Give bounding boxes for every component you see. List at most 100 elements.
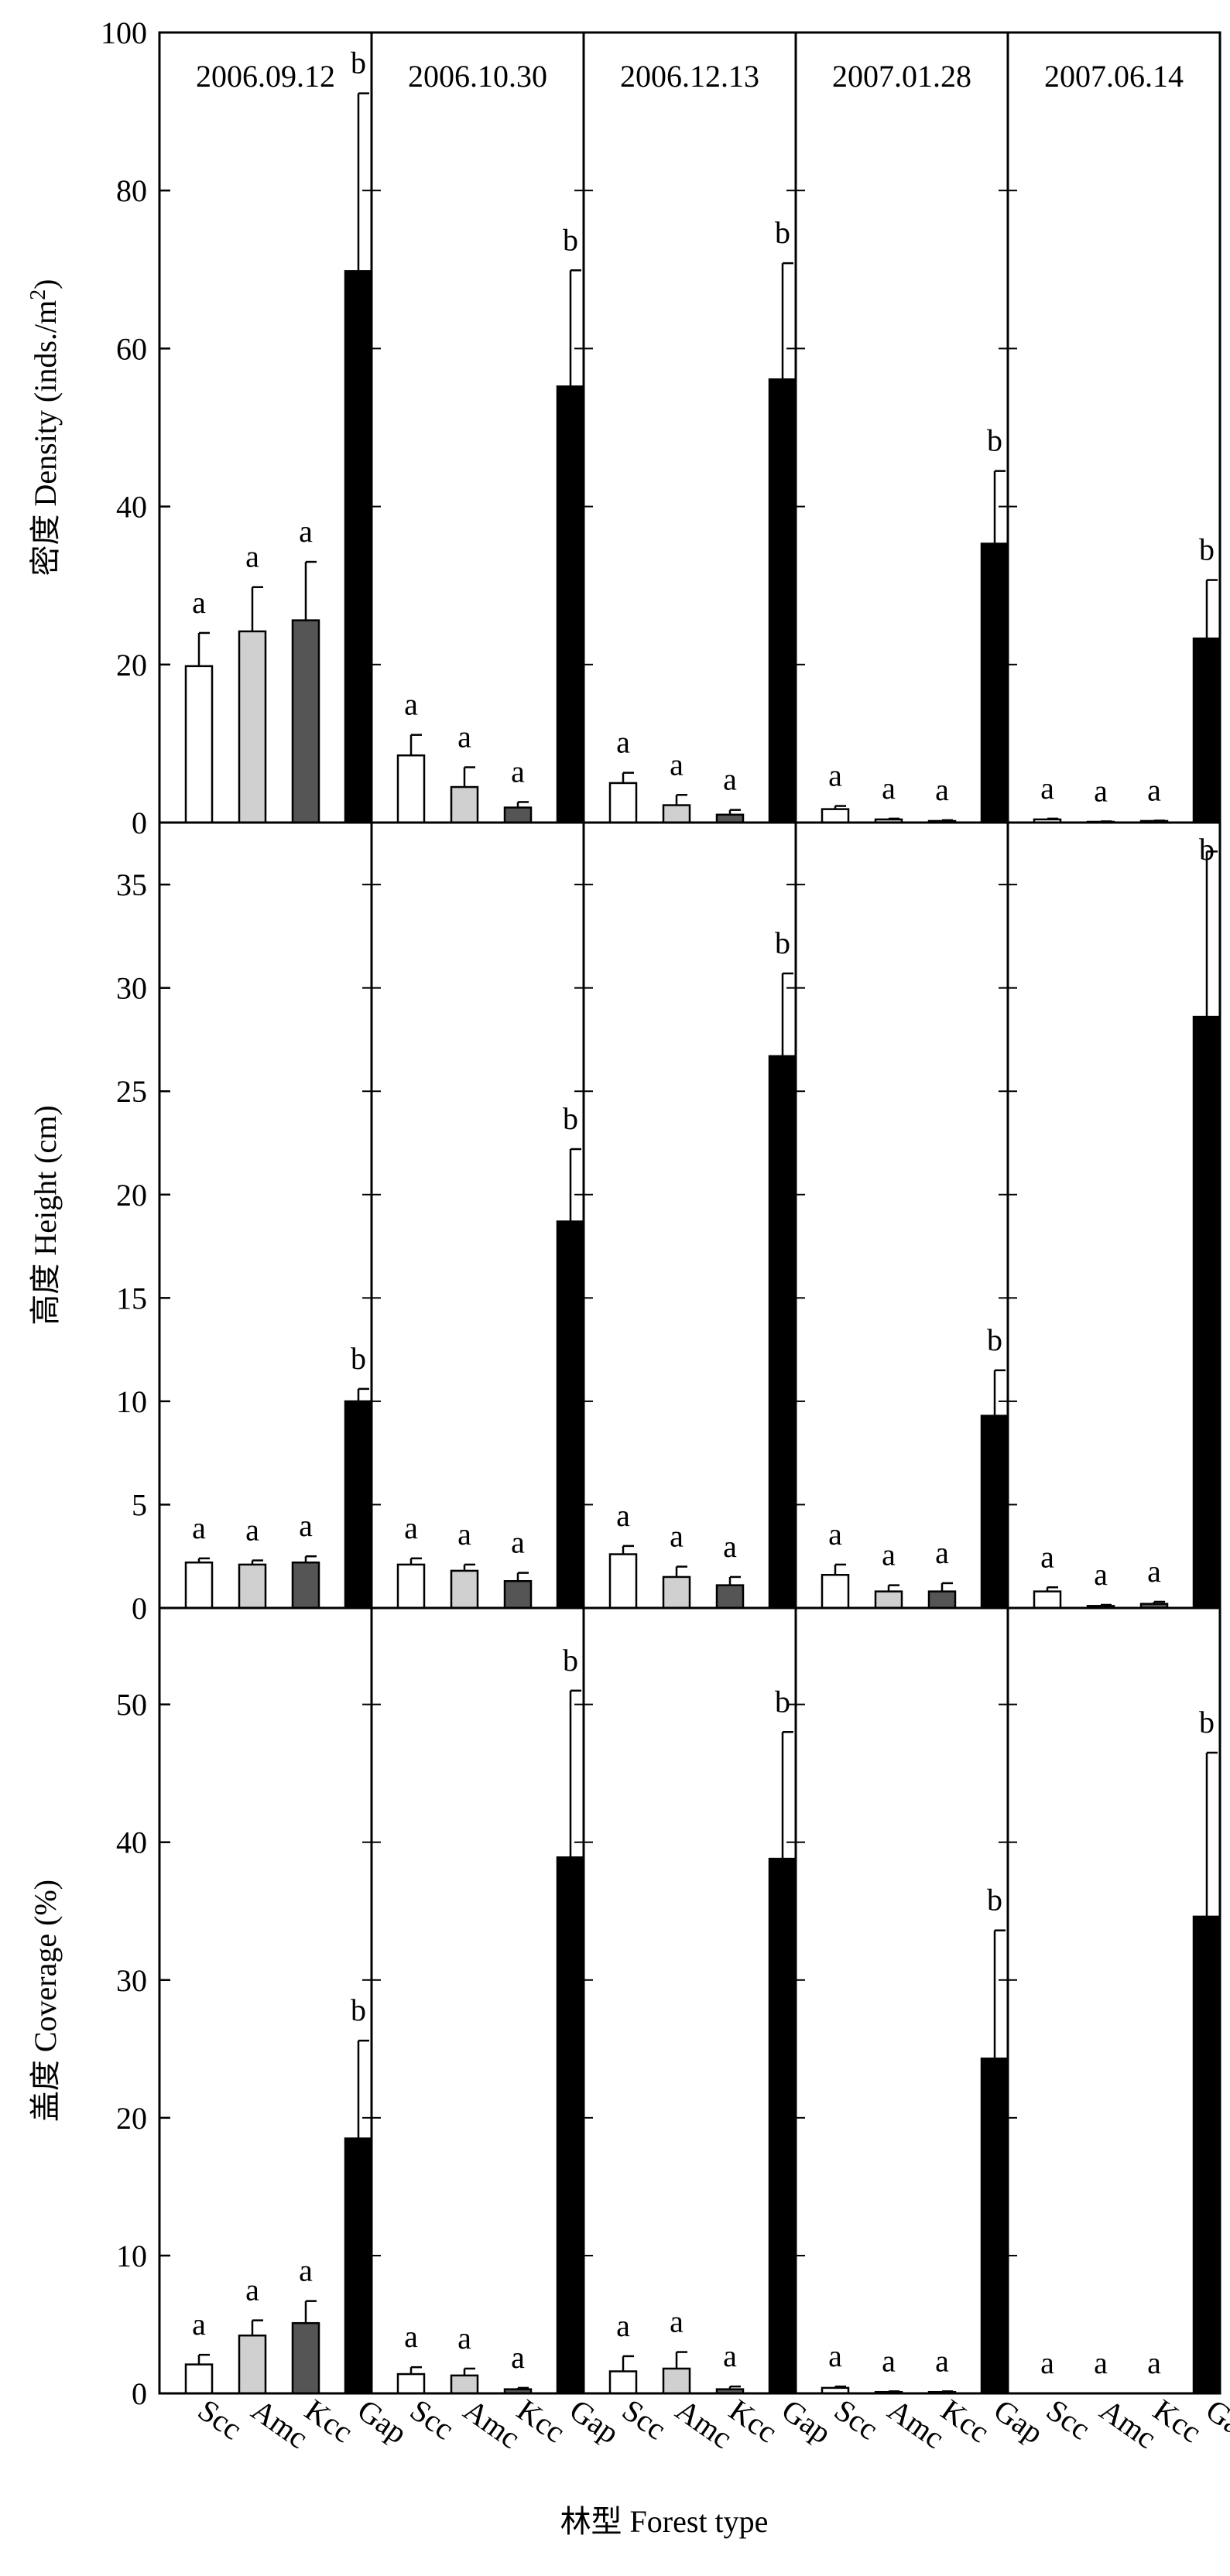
bar-kcc <box>291 619 320 824</box>
significance-letter: a <box>882 2343 896 2378</box>
significance-letter: b <box>351 46 366 80</box>
bar-gap <box>556 1220 585 1610</box>
significance-letter: a <box>192 1510 206 1545</box>
bar-kcc <box>715 1584 745 1610</box>
significance-letter: a <box>723 2338 737 2373</box>
x-tick-label: Scc <box>192 2393 248 2447</box>
bar-scc <box>821 808 850 824</box>
significance-letter: a <box>1040 1539 1054 1574</box>
significance-letter: a <box>245 539 259 574</box>
bar-kcc <box>291 1561 320 1610</box>
y-tick-label: 30 <box>116 1963 147 1998</box>
bar-kcc <box>291 2321 320 2395</box>
significance-letter: a <box>882 1538 896 1572</box>
bar-scc <box>184 1561 214 1610</box>
bar-kcc <box>927 1590 957 1610</box>
bar-gap <box>980 2058 1009 2395</box>
significance-letter: b <box>351 1341 366 1376</box>
significance-letter: b <box>1199 832 1215 867</box>
y-tick-label: 25 <box>116 1074 147 1109</box>
bar-gap <box>556 385 585 824</box>
bar-scc <box>608 1553 638 1610</box>
y-axis-label: 密度 Density (inds./m2) <box>26 279 63 576</box>
bar-gap <box>1192 1915 1221 2395</box>
bar-gap <box>768 1055 797 1610</box>
significance-letter: a <box>935 1535 949 1570</box>
bar-kcc <box>503 806 533 824</box>
significance-letter: a <box>511 2340 525 2375</box>
bar-amc <box>238 630 267 824</box>
y-axis-label: 高度 Height (cm) <box>28 1105 63 1325</box>
bar-gap <box>768 1857 797 2395</box>
x-tick-label: Kcc <box>935 2393 996 2450</box>
significance-letter: a <box>404 687 418 722</box>
bar-scc <box>396 754 426 824</box>
x-axis-label: 林型 Forest type <box>560 2504 769 2539</box>
bar-gap <box>1192 1015 1221 1610</box>
significance-letter: a <box>616 2308 630 2343</box>
significance-letter: a <box>299 1508 313 1543</box>
bar-scc <box>184 2363 214 2395</box>
bar-amc <box>238 1563 267 1610</box>
plot-frame <box>158 31 1221 2395</box>
x-tick-label: Kcc <box>1147 2393 1208 2450</box>
significance-letter: a <box>1040 2345 1054 2380</box>
panel-date: 2006.12.13 <box>620 59 759 94</box>
panel-date: 2007.06.14 <box>1044 59 1184 94</box>
x-tick-label: Kcc <box>723 2393 784 2450</box>
significance-letter: b <box>987 1883 1002 1917</box>
significance-letter: a <box>192 585 206 620</box>
significance-letter: a <box>511 1525 525 1560</box>
panel-date: 2007.01.28 <box>832 59 971 94</box>
significance-letter: a <box>1147 2345 1161 2380</box>
bar-scc <box>608 782 638 824</box>
significance-letter: a <box>670 2304 684 2339</box>
significance-letter: a <box>616 725 630 760</box>
significance-letter: a <box>1094 1557 1108 1592</box>
bar-amc <box>662 804 691 824</box>
significance-letter: a <box>723 1529 737 1564</box>
bar-gap <box>980 542 1009 824</box>
significance-letter: a <box>1147 772 1161 807</box>
y-tick-label: 40 <box>116 490 147 525</box>
y-tick-label: 0 <box>132 1591 147 1626</box>
bar-gap <box>344 2137 373 2395</box>
x-tick-label: Gap <box>1200 2393 1230 2451</box>
bar-scc <box>1033 1590 1062 1610</box>
significance-letter: a <box>1147 1554 1161 1589</box>
significance-letter: a <box>457 720 471 754</box>
significance-letter: a <box>192 2307 206 2342</box>
x-tick-label: Gap <box>351 2393 413 2451</box>
significance-letter: b <box>563 1643 578 1678</box>
bar-gap <box>1192 637 1221 824</box>
panel-date: 2006.10.30 <box>408 59 547 94</box>
panel-date: 2006.09.12 <box>196 59 335 94</box>
x-tick-label: Gap <box>564 2393 625 2451</box>
significance-letter: a <box>511 754 525 789</box>
y-tick-label: 20 <box>116 2101 147 2136</box>
y-tick-label: 5 <box>132 1487 147 1522</box>
y-tick-label: 80 <box>116 173 147 208</box>
bar-gap <box>980 1415 1009 1610</box>
bar-gap <box>344 270 373 824</box>
x-tick-label: Kcc <box>511 2393 572 2450</box>
y-tick-label: 20 <box>116 648 147 682</box>
y-tick-label: 0 <box>132 806 147 840</box>
y-tick-label: 100 <box>101 15 147 50</box>
bar-amc <box>662 2367 691 2395</box>
x-tick-label: Gap <box>988 2393 1050 2451</box>
x-tick-label: Scc <box>1040 2393 1097 2447</box>
significance-letter: a <box>245 2273 259 2307</box>
y-tick-label: 10 <box>116 1384 147 1419</box>
bar-scc <box>184 665 214 824</box>
bar-scc <box>608 2370 638 2395</box>
y-axis-label: 盖度 Coverage (%) <box>28 1880 63 2122</box>
y-tick-label: 20 <box>116 1178 147 1213</box>
significance-letter: a <box>1094 2345 1108 2380</box>
significance-letter: b <box>775 215 790 250</box>
y-tick-label: 0 <box>132 2376 147 2411</box>
significance-letter: b <box>1199 532 1215 567</box>
significance-letter: a <box>404 2319 418 2354</box>
